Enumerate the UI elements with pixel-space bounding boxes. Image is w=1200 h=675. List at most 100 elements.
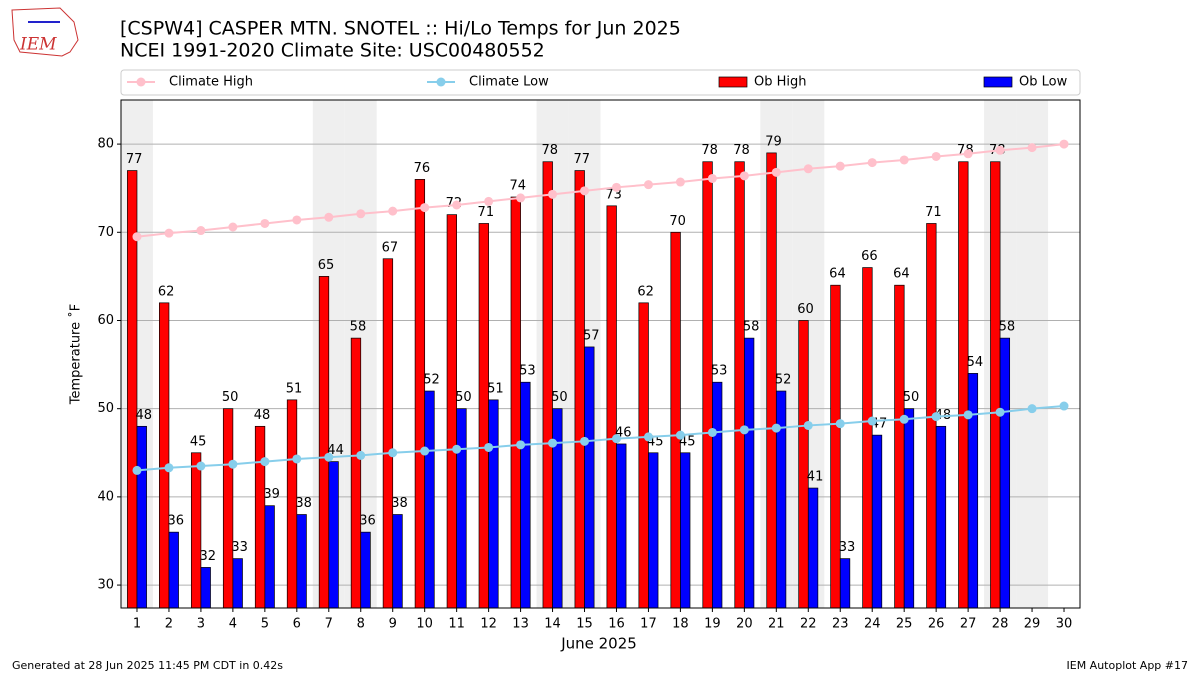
data-label: 58 (743, 320, 760, 335)
bar (670, 231, 681, 609)
data-label: 58 (350, 320, 367, 335)
point (707, 427, 717, 437)
x-tick-label: 10 (416, 617, 433, 632)
legend-marker (136, 77, 146, 87)
bar (200, 567, 211, 609)
point (164, 463, 174, 473)
point (324, 212, 334, 222)
bar (606, 205, 617, 609)
x-tick-label: 22 (800, 617, 817, 632)
point (516, 193, 526, 203)
data-label: 60 (797, 302, 814, 317)
x-tick-label: 7 (325, 617, 333, 632)
bar (254, 425, 266, 609)
data-label: 77 (573, 152, 590, 167)
bar (702, 161, 713, 609)
point (228, 222, 238, 232)
x-tick-label: 8 (357, 617, 365, 632)
point (675, 177, 685, 187)
y-tick-label: 30 (97, 578, 114, 593)
x-tick-label: 28 (992, 617, 1009, 632)
data-label: 38 (391, 496, 408, 511)
point (867, 416, 877, 426)
x-tick-label: 26 (928, 617, 945, 632)
bar (712, 381, 723, 609)
bar (296, 514, 307, 609)
data-label: 74 (510, 179, 527, 194)
bar (136, 425, 147, 609)
x-tick-label: 16 (608, 617, 625, 632)
x-tick-label: 25 (896, 617, 913, 632)
bar (574, 170, 585, 609)
bar (478, 223, 489, 609)
bar (935, 425, 947, 609)
data-label: 36 (167, 514, 184, 529)
legend-label: Climate High (169, 75, 253, 90)
data-label: 79 (765, 134, 782, 149)
point (452, 200, 462, 210)
point (132, 465, 142, 475)
logo: IEM (11, 7, 79, 57)
data-label: 45 (190, 434, 207, 449)
point (1027, 404, 1037, 414)
line (136, 405, 1065, 472)
point (356, 209, 366, 219)
bar (392, 514, 403, 609)
data-label: 39 (263, 487, 280, 502)
data-label: 62 (158, 284, 175, 299)
x-tick-label: 23 (832, 617, 849, 632)
data-label: 50 (903, 390, 920, 405)
logo-outline (11, 7, 79, 57)
point (292, 454, 302, 464)
bar (360, 531, 371, 609)
data-label: 36 (359, 514, 376, 529)
data-label: 33 (231, 540, 248, 555)
bar (446, 214, 457, 609)
bar (414, 179, 426, 609)
bar (638, 302, 649, 609)
point (388, 448, 398, 458)
data-label: 78 (701, 143, 718, 158)
data-label: 48 (136, 408, 153, 423)
chart-title: [CSPW4] CASPER MTN. SNOTEL :: Hi/Lo Temp… (120, 18, 681, 40)
x-tick-label: 19 (704, 617, 721, 632)
bar (871, 434, 883, 609)
bar (830, 284, 841, 609)
x-tick-label: 13 (512, 617, 529, 632)
x-tick-label: 14 (544, 617, 561, 632)
data-label: 32 (199, 549, 216, 564)
bar (775, 390, 787, 609)
bar (552, 408, 563, 609)
bar (903, 408, 915, 609)
footer-left: Generated at 28 Jun 2025 11:45 PM CDT in… (12, 659, 283, 672)
point (867, 158, 877, 168)
x-tick-label: 18 (672, 617, 689, 632)
bar (222, 408, 234, 609)
bar (510, 196, 521, 609)
point (324, 452, 334, 462)
data-label: 54 (967, 355, 984, 370)
data-label: 64 (829, 267, 846, 282)
bar (894, 284, 905, 609)
point (196, 226, 206, 236)
data-label: 51 (487, 381, 504, 396)
x-axis-label: June 2025 (560, 635, 637, 653)
point (1027, 143, 1037, 153)
point (771, 423, 781, 433)
y-tick-label: 50 (97, 401, 114, 416)
point (771, 167, 781, 177)
point (899, 414, 909, 424)
legend-label: Climate Low (469, 75, 549, 90)
bar (734, 161, 745, 609)
data-label: 53 (711, 364, 728, 379)
data-label: 64 (893, 267, 910, 282)
x-tick-label: 6 (293, 617, 301, 632)
point (548, 189, 558, 199)
x-tick-label: 3 (197, 617, 205, 632)
bar (350, 337, 362, 609)
y-tick-label: 40 (97, 489, 114, 504)
bar (616, 443, 627, 609)
point (611, 182, 621, 192)
point (963, 149, 973, 159)
bar (190, 452, 202, 609)
